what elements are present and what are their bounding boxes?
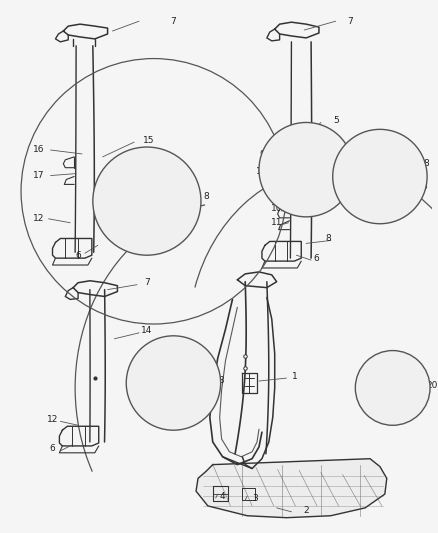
Text: 16: 16 [33, 146, 45, 155]
Text: 3: 3 [252, 494, 258, 503]
Text: 4: 4 [220, 491, 226, 500]
Text: 10: 10 [271, 205, 283, 214]
Circle shape [259, 123, 353, 217]
Text: 7: 7 [144, 278, 150, 287]
Text: 19: 19 [125, 376, 137, 384]
Text: 9: 9 [259, 150, 265, 159]
Text: 7: 7 [170, 17, 177, 26]
Text: 13: 13 [330, 159, 341, 168]
Text: 7: 7 [347, 17, 353, 26]
Text: 8: 8 [325, 234, 331, 243]
Text: 6: 6 [75, 251, 81, 260]
Text: 1: 1 [292, 372, 297, 381]
Text: 6: 6 [421, 182, 427, 191]
Text: 12: 12 [33, 214, 44, 223]
Text: 12: 12 [256, 167, 268, 176]
Circle shape [333, 130, 427, 224]
Text: 11: 11 [271, 218, 283, 227]
Text: 6: 6 [313, 254, 319, 263]
Circle shape [93, 147, 201, 255]
Text: 15: 15 [143, 136, 155, 144]
Text: 13: 13 [94, 185, 106, 194]
Text: 8: 8 [423, 159, 429, 168]
Polygon shape [196, 459, 387, 518]
Text: 18: 18 [214, 376, 226, 384]
Text: 2: 2 [304, 506, 309, 515]
Text: 17: 17 [33, 171, 45, 180]
Text: 6: 6 [49, 445, 55, 454]
Text: 5: 5 [333, 116, 339, 125]
Text: 14: 14 [141, 326, 152, 335]
Circle shape [126, 336, 221, 430]
Text: 8: 8 [203, 192, 209, 201]
Text: 12: 12 [47, 415, 58, 424]
Text: 20: 20 [426, 382, 438, 391]
Circle shape [355, 351, 430, 425]
